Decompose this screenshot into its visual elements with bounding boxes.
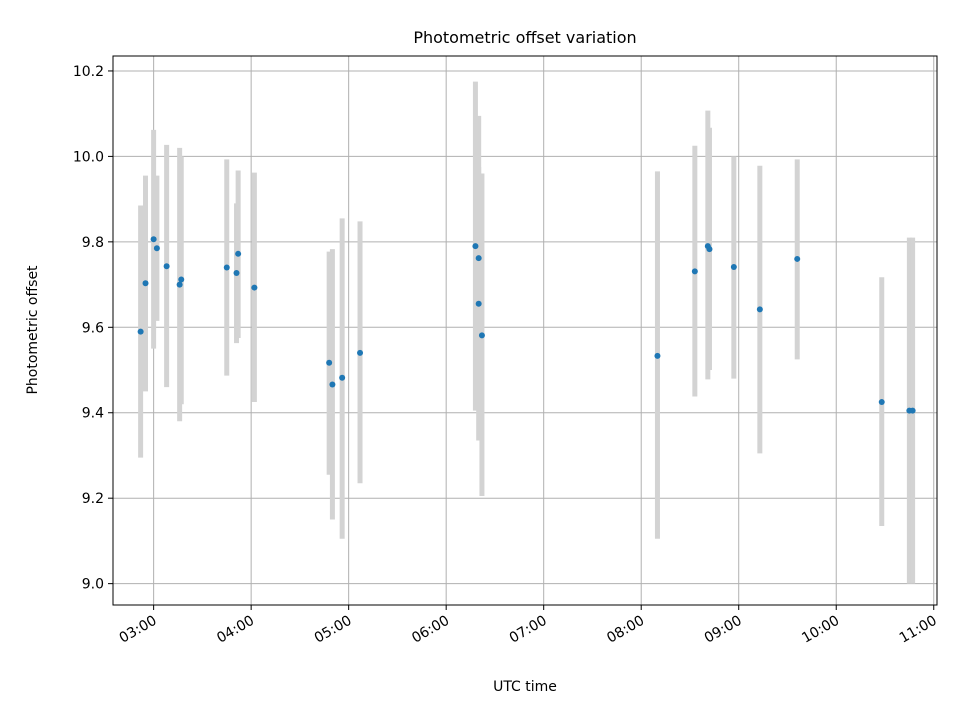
y-tick-label: 9.6 — [82, 320, 104, 336]
data-point — [794, 255, 801, 262]
data-point — [478, 332, 485, 339]
plot-frame — [112, 55, 938, 606]
x-tick-label: 04:00 — [214, 613, 257, 647]
x-tick-label: 08:00 — [604, 613, 647, 647]
data-point — [142, 280, 149, 287]
y-tick-label: 9.0 — [82, 577, 104, 593]
x-tick-label: 03:00 — [117, 613, 160, 647]
point-layer — [137, 236, 916, 414]
x-tick-label: 10:00 — [799, 613, 842, 647]
y-axis: 9.0 9.2 9.4 9.6 9.8 10.0 10.2 — [73, 64, 113, 593]
x-axis-label: UTC time — [493, 679, 557, 695]
data-point — [137, 328, 144, 335]
chart-title: Photometric offset variation — [413, 28, 636, 47]
x-tick-label: 05:00 — [312, 613, 355, 647]
y-tick-label: 10.2 — [73, 64, 104, 80]
y-tick-label: 9.8 — [82, 235, 104, 251]
data-point — [756, 306, 763, 313]
x-tick-label: 06:00 — [409, 613, 452, 647]
data-point — [235, 250, 242, 257]
x-tick-label: 07:00 — [507, 613, 550, 647]
data-point — [472, 243, 479, 250]
data-point — [475, 255, 482, 262]
data-point — [251, 284, 258, 291]
data-point — [176, 281, 183, 288]
data-point — [909, 407, 916, 414]
data-point — [878, 399, 885, 406]
y-tick-label: 9.4 — [82, 406, 104, 422]
data-point — [178, 276, 185, 283]
errorbar-layer — [138, 81, 916, 584]
data-point — [329, 381, 336, 388]
data-point — [150, 236, 157, 243]
data-point — [163, 263, 170, 270]
x-tick-label: 11:00 — [897, 613, 940, 647]
y-tick-label: 10.0 — [73, 149, 104, 165]
data-point — [706, 246, 713, 253]
y-axis-label: Photometric offset — [25, 265, 41, 395]
data-point — [654, 352, 661, 359]
y-tick-label: 9.2 — [82, 491, 104, 507]
data-point — [153, 245, 160, 252]
data-point — [475, 300, 482, 307]
data-point — [233, 270, 240, 277]
data-point — [339, 374, 346, 381]
data-point — [357, 349, 364, 356]
data-point — [223, 264, 230, 271]
data-point — [691, 268, 698, 275]
x-tick-label: 09:00 — [702, 613, 745, 647]
x-axis: 03:00 04:00 05:00 06:00 07:00 08:00 09:00 10:00… — [117, 605, 940, 647]
data-point — [326, 359, 333, 366]
data-point — [730, 264, 737, 271]
